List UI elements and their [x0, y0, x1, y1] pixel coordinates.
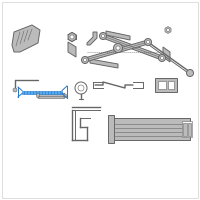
Circle shape — [78, 85, 84, 91]
Polygon shape — [68, 42, 76, 57]
Bar — [155, 78, 177, 92]
Bar — [188, 123, 191, 136]
Bar — [22, 90, 62, 94]
Circle shape — [83, 58, 87, 62]
Polygon shape — [165, 26, 171, 33]
Polygon shape — [64, 93, 68, 98]
Circle shape — [160, 56, 164, 60]
Bar — [38, 93, 64, 98]
Polygon shape — [106, 31, 130, 40]
Circle shape — [70, 35, 74, 39]
Bar — [112, 118, 190, 140]
Circle shape — [116, 46, 120, 50]
Circle shape — [146, 40, 150, 44]
Circle shape — [144, 38, 152, 46]
Bar — [182, 121, 192, 137]
Circle shape — [100, 32, 106, 40]
Bar — [108, 115, 114, 143]
Circle shape — [158, 54, 166, 62]
Circle shape — [82, 56, 88, 64]
Polygon shape — [163, 47, 170, 62]
Bar — [158, 81, 166, 89]
Ellipse shape — [36, 93, 40, 98]
Circle shape — [186, 70, 194, 76]
Circle shape — [114, 44, 122, 52]
Circle shape — [75, 82, 87, 94]
Polygon shape — [90, 59, 118, 68]
Circle shape — [13, 88, 17, 92]
Circle shape — [101, 34, 105, 38]
Polygon shape — [102, 34, 163, 60]
Polygon shape — [12, 25, 40, 52]
Polygon shape — [68, 32, 76, 42]
Circle shape — [166, 28, 170, 31]
Bar — [183, 123, 187, 136]
Bar — [168, 81, 174, 89]
Polygon shape — [87, 32, 97, 45]
Polygon shape — [84, 40, 149, 62]
